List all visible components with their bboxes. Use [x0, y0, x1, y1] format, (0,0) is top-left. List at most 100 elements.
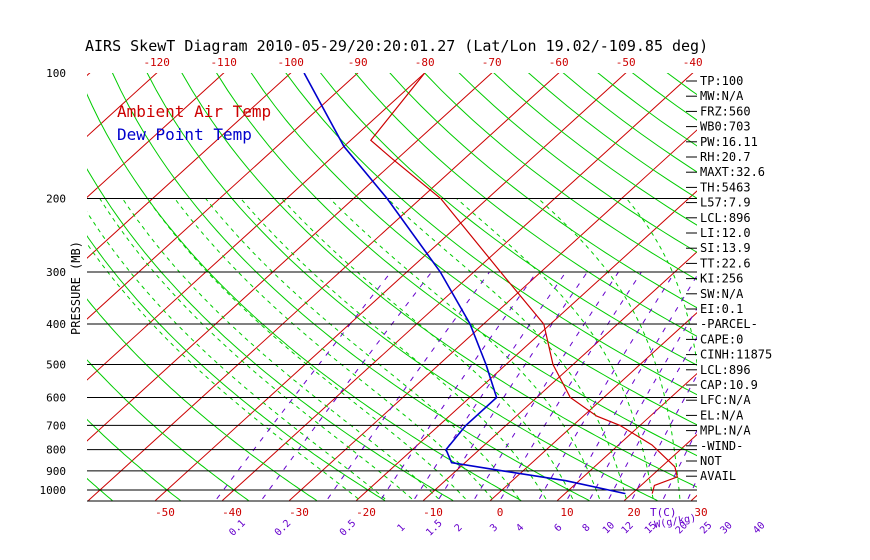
mixing-ratio-label: 8 — [581, 522, 593, 534]
pressure-tick-label: 100 — [46, 67, 66, 80]
mixing-ratio-label: 0.5 — [338, 518, 359, 539]
top-temp-tick-label: -80 — [415, 56, 435, 69]
moist-adiabat-line — [537, 198, 681, 499]
isotherm-line — [155, 73, 627, 501]
pressure-tick-label: 200 — [46, 193, 66, 206]
pressure-tick-label: 300 — [46, 266, 66, 279]
bottom-temp-tick-label: -40 — [222, 506, 242, 519]
index-label: L57:7.9 — [700, 196, 751, 210]
profile-lines — [303, 73, 679, 495]
chart-title: AIRS SkewT Diagram 2010-05-29/20:20:01.2… — [85, 37, 708, 55]
mixing-ratio-label: 10 — [601, 520, 617, 536]
index-label: LCL:896 — [700, 363, 751, 377]
index-label: SI:13.9 — [700, 241, 751, 255]
moist-adiabat-line — [205, 198, 520, 500]
index-label: EL:N/A — [700, 408, 744, 422]
mixing-ratio-label: 4 — [514, 522, 526, 534]
isotherm-line — [87, 73, 493, 442]
index-label: TP:100 — [700, 74, 743, 88]
pressure-tick-label: 800 — [46, 444, 66, 457]
isotherm-line — [87, 73, 158, 138]
bottom-temp-tick-label: -50 — [155, 506, 175, 519]
mixing-ratio-label: 12 — [620, 520, 636, 536]
mixing-ratio-line — [589, 307, 697, 500]
index-label: WB0:703 — [700, 120, 751, 134]
moist-adiabat-line — [387, 198, 627, 499]
moist-adiabat-line — [146, 198, 466, 500]
bottom-temp-tick-label: 10 — [560, 506, 573, 519]
index-label: LCL:896 — [700, 211, 751, 225]
moist-adiabat-line — [329, 198, 600, 499]
isotherm-line — [825, 54, 870, 501]
pressure-tick-label: 700 — [46, 419, 66, 432]
top-temp-tick-label: -100 — [277, 56, 304, 69]
mixing-ratio-line — [474, 271, 619, 500]
top-temp-tick-label: -120 — [143, 56, 170, 69]
isotherm-line — [87, 73, 225, 198]
mixing-ratio-line — [380, 271, 538, 500]
isotherm-line — [87, 73, 292, 259]
isotherm-line — [0, 54, 44, 501]
pressure-tick-label: 1000 — [40, 484, 67, 497]
isotherm-line — [88, 73, 560, 501]
moist-adiabat-line — [174, 198, 493, 500]
isotherm-line — [758, 54, 870, 501]
isotherm-line — [289, 129, 697, 501]
index-label: NOT — [700, 454, 722, 468]
mixing-ratio-label: 0.1 — [227, 518, 248, 539]
dry-adiabat-line — [250, 73, 697, 426]
bottom-temp-tick-label: 30 — [694, 506, 707, 519]
bottom-temp-tick-label: -10 — [423, 506, 443, 519]
index-label: EI:0.1 — [700, 302, 743, 316]
mixing-ratio-line — [216, 271, 392, 500]
moist-adiabat-line — [87, 211, 386, 500]
top-temp-tick-label: -70 — [482, 56, 502, 69]
mixing-ratio-label: 0.2 — [273, 518, 294, 539]
mixing-ratio-label: 6 — [553, 522, 565, 534]
mixing-ratio-label: 25 — [698, 520, 714, 536]
top-temp-tick-label: -90 — [348, 56, 368, 69]
mixing-ratio-line — [608, 336, 697, 500]
moist-adiabat-line — [281, 198, 574, 500]
background-grid — [0, 54, 870, 501]
index-label: SW:N/A — [700, 287, 744, 301]
mixing-ratio-line — [438, 271, 588, 500]
legend-dew-point-temp: Dew Point Temp — [117, 125, 252, 144]
index-label: CINH:11875 — [700, 348, 772, 362]
bottom-temp-tick-label: -20 — [356, 506, 376, 519]
index-label: LI:12.0 — [700, 226, 751, 240]
index-label: TT:22.6 — [700, 256, 751, 270]
dry-adiabat-line — [319, 73, 697, 366]
bottom-temp-tick-label: 0 — [497, 506, 504, 519]
isotherm-line — [222, 73, 694, 501]
index-label: CAPE:0 — [700, 332, 743, 346]
moist-adiabat-line — [240, 198, 547, 500]
isotherm-line — [490, 312, 697, 501]
dry-adiabat-line — [354, 73, 697, 337]
isotherm-line — [356, 190, 697, 501]
ambient-temp-line — [369, 73, 679, 494]
mixing-ratio-line — [262, 271, 432, 500]
moist-adiabat-line — [456, 198, 654, 499]
dry-adiabat-line — [285, 73, 697, 396]
index-label: FRZ:560 — [700, 104, 751, 118]
pressure-tick-label: 600 — [46, 391, 66, 404]
index-label: KI:256 — [700, 272, 743, 286]
index-label: MW:N/A — [700, 89, 744, 103]
index-label: AVAIL — [700, 469, 736, 483]
temp-unit-label: T(C) — [650, 506, 677, 519]
mixing-ratio-label: 1 — [395, 522, 407, 534]
mixing-ratio-line — [631, 374, 697, 500]
top-temp-tick-label: -110 — [210, 56, 237, 69]
mixing-ratio-label: 1.5 — [424, 518, 445, 539]
top-temp-tick-label: -60 — [549, 56, 569, 69]
pressure-tick-label: 900 — [46, 465, 66, 478]
mixing-ratio-line — [662, 429, 697, 500]
index-label: MPL:N/A — [700, 424, 751, 438]
index-label: -PARCEL- — [700, 317, 758, 331]
y-axis-label: PRESSURE (MB) — [69, 241, 83, 335]
isotherm-line — [423, 251, 697, 501]
top-temp-tick-label: -40 — [683, 56, 703, 69]
